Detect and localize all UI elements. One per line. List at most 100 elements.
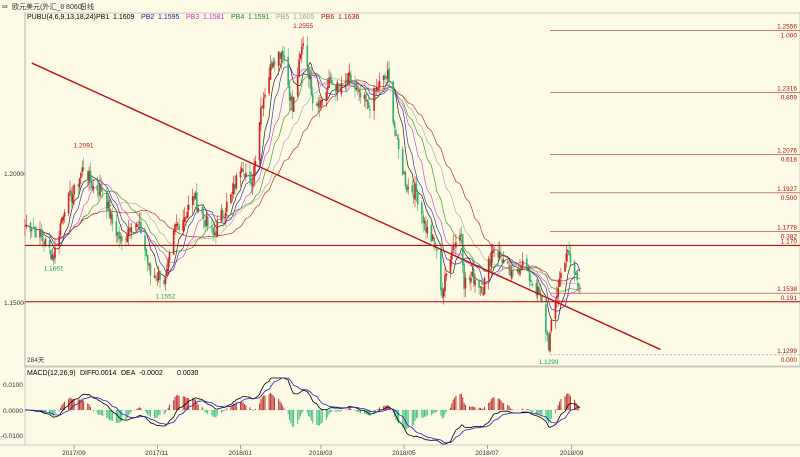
candle-body xyxy=(535,283,538,296)
candle-body xyxy=(235,175,238,188)
candle-body xyxy=(412,194,415,198)
candle-body xyxy=(287,57,289,86)
candle-body xyxy=(78,178,81,188)
candle-body xyxy=(565,253,568,261)
candle-body xyxy=(501,259,504,264)
horizontal-level-label: 1.170 xyxy=(781,238,798,245)
candle-body xyxy=(576,272,579,281)
candle-body xyxy=(50,249,52,259)
candle-body xyxy=(339,89,341,92)
candle-body xyxy=(73,185,75,195)
candle-body xyxy=(337,84,340,88)
infinity-icon[interactable]: ∞ xyxy=(2,2,8,11)
candle-body xyxy=(344,81,347,83)
candle-body xyxy=(512,269,514,271)
candle-body xyxy=(359,92,362,98)
candle-body xyxy=(221,210,224,217)
candle-body xyxy=(136,223,138,227)
candle-body xyxy=(521,260,524,266)
candle-body xyxy=(96,185,99,191)
candle-body xyxy=(291,95,294,111)
candle-body xyxy=(164,278,167,284)
candle-body xyxy=(175,224,178,227)
candle-body xyxy=(277,51,280,66)
indicator-name[interactable]: PUBU(4,6,9,13,18,24) xyxy=(27,14,96,21)
candle-body xyxy=(500,252,502,258)
candle-body xyxy=(168,252,171,261)
fib-level-ratio: 0.191 xyxy=(781,295,798,302)
candle-body xyxy=(254,161,257,167)
candle-body xyxy=(490,251,493,268)
candle-body xyxy=(144,235,146,251)
candle-body xyxy=(331,79,333,84)
candle-body xyxy=(388,68,390,83)
candle-body xyxy=(306,45,309,67)
candle-body xyxy=(70,191,73,202)
candle-body xyxy=(506,261,509,264)
candle-body xyxy=(316,104,318,105)
trendline-layer xyxy=(31,62,661,351)
candle-body xyxy=(491,249,494,254)
candle-body xyxy=(377,87,379,90)
candle-body xyxy=(526,258,528,271)
candle-body xyxy=(59,223,62,236)
candle-body xyxy=(317,103,319,107)
candle-body xyxy=(251,183,254,187)
candle-body xyxy=(89,170,92,182)
candle-body xyxy=(155,276,157,279)
candle-body xyxy=(88,170,90,183)
candle-body xyxy=(145,249,148,256)
candle-body xyxy=(430,224,433,242)
candle-body xyxy=(502,259,505,263)
candle-body xyxy=(356,85,359,90)
candle-body xyxy=(311,94,314,104)
candle-body xyxy=(268,77,270,94)
candle-body xyxy=(493,250,495,252)
candle-body xyxy=(101,191,104,193)
candle-body xyxy=(241,168,243,172)
candle-body xyxy=(550,320,553,332)
candle-body xyxy=(288,85,291,101)
candle-body xyxy=(423,220,426,224)
candle-body xyxy=(416,192,419,205)
candle-body xyxy=(137,224,139,226)
candle-body xyxy=(99,184,101,196)
candle-body xyxy=(205,215,208,226)
indicator-value-pb3: 1.1581 xyxy=(203,14,225,21)
candle-body xyxy=(264,94,266,98)
candlesticks xyxy=(24,36,581,354)
candle-body xyxy=(378,80,381,88)
candle-body xyxy=(234,184,236,190)
fib-level-ratio: 0.000 xyxy=(781,357,798,364)
candle-body xyxy=(82,167,85,170)
candle-body xyxy=(545,304,547,333)
candle-body xyxy=(302,43,304,46)
candle-body xyxy=(172,230,175,255)
candle-body xyxy=(547,334,550,350)
candle-body xyxy=(392,81,394,123)
horizontal-levels: 1.170 xyxy=(25,238,800,303)
period-label[interactable]: 日线 xyxy=(80,2,94,11)
candle-body xyxy=(121,236,123,242)
candle-body xyxy=(146,254,149,264)
candle-body xyxy=(197,208,199,212)
candle-body xyxy=(296,77,299,96)
candle-body xyxy=(309,74,311,80)
candle-body xyxy=(299,53,302,59)
candle-body xyxy=(497,251,499,258)
candle-body xyxy=(329,76,332,81)
candle-body xyxy=(479,286,482,288)
macd-diff-value: 0.0014 xyxy=(95,370,117,377)
candle-body xyxy=(271,61,273,69)
macd-name[interactable]: MACD(12,26,9) xyxy=(27,370,76,377)
candle-body xyxy=(194,193,197,199)
candle-body xyxy=(129,227,131,231)
candle-body xyxy=(509,266,512,277)
bars-count-label: 284天 xyxy=(27,356,45,364)
candle-body xyxy=(444,275,446,292)
candle-body xyxy=(433,237,435,243)
indicator-label-pb3: PB3 xyxy=(186,14,199,21)
candle-body xyxy=(320,100,322,108)
